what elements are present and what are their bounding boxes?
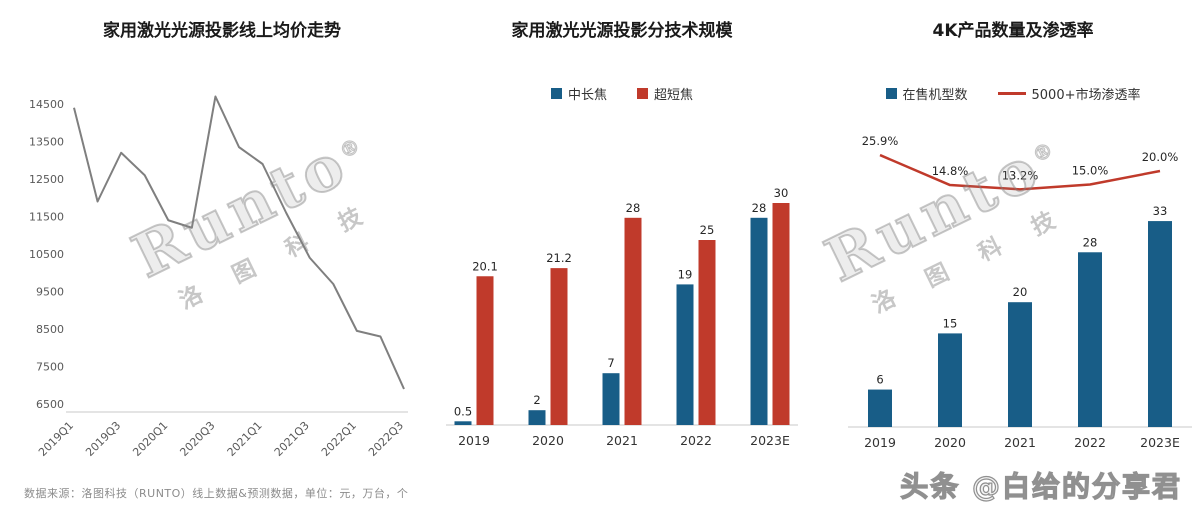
x-category-label: 2022 [680, 433, 712, 448]
bar [676, 284, 694, 425]
bar [454, 421, 472, 425]
y-tick-label: 12500 [29, 173, 64, 186]
legend-swatch-blue [550, 87, 562, 99]
legend-swatch-blue [885, 87, 897, 99]
bar-value-label: 21.2 [546, 251, 572, 265]
price-trend-chart: 家用激光光源投影线上均价走势 14500 13500 12500 11500 10500… [22, 18, 422, 476]
line-value-label: 15.0% [1072, 164, 1109, 178]
line-value-label: 20.0% [1142, 150, 1179, 164]
x-tick-label: 2022Q1 [319, 419, 359, 459]
x-category-label: 2021 [606, 433, 638, 448]
legend-label: 中长焦 [567, 87, 607, 103]
penetration-rate-line [879, 153, 1161, 191]
bar [602, 373, 620, 425]
bar [550, 268, 568, 425]
legend-label: 在售机型数 [902, 87, 968, 103]
4k-products-bar-line-chart-svg: 2019 6 2020 15 2021 20 2022 28 2023E 33 25.9% 14.8%… [848, 134, 1192, 450]
legend-item-mid-long-throw: 中长焦 [550, 84, 607, 103]
x-category-label: 2022 [1074, 435, 1106, 450]
bar [1148, 221, 1172, 427]
legend-item-penetration-rate: 5000+市场渗透率 [997, 84, 1141, 103]
chart-title: 家用激光光源投影分技术规模 [511, 21, 733, 41]
x-tick-label: 2019Q1 [36, 419, 76, 459]
x-tick-label: 2022Q3 [366, 419, 406, 459]
legend-label: 超短焦 [654, 87, 694, 103]
bar-value-label: 30 [774, 186, 789, 200]
bar-value-label: 20 [1013, 285, 1028, 299]
legend-item-ultra-short-throw: 超短焦 [637, 84, 693, 103]
bar [868, 389, 892, 427]
x-tick-label: 2021Q1 [225, 419, 265, 459]
bar-value-label: 0.5 [454, 404, 472, 418]
bar-value-label: 7 [607, 356, 614, 370]
x-category-label: 2019 [458, 433, 490, 448]
y-tick-label: 10500 [29, 248, 64, 261]
bar [772, 203, 790, 425]
chart-title: 4K产品数量及渗透率 [932, 21, 1094, 41]
toutiao-author-watermark: 头条 @白给的分享君 [900, 469, 1182, 503]
legend: 在售机型数 5000+市场渗透率 [828, 84, 1198, 103]
y-tick-label: 6500 [36, 398, 64, 411]
bar-value-label: 6 [876, 373, 883, 387]
line-value-label: 14.8% [932, 164, 969, 178]
y-tick-label: 9500 [36, 286, 64, 299]
chart-title: 家用激光光源投影线上均价走势 [103, 21, 341, 41]
y-tick-label: 13500 [29, 136, 64, 149]
bar-value-label: 2 [533, 393, 540, 407]
x-tick-label: 2019Q3 [83, 419, 123, 459]
y-tick-label: 7500 [36, 361, 64, 374]
bar-value-label: 19 [678, 267, 693, 281]
bar [750, 217, 768, 425]
bar [1008, 302, 1032, 427]
bar [624, 217, 642, 425]
x-category-label: 2023E [1140, 435, 1180, 450]
bar-value-label: 28 [626, 201, 641, 215]
price-trend-line-chart-svg: 14500 13500 12500 11500 10500 9500 8500 7500 650… [29, 95, 408, 459]
legend-label: 5000+市场渗透率 [1031, 87, 1141, 103]
legend-swatch-red [637, 87, 648, 99]
bar-value-label: 28 [1083, 235, 1098, 249]
technology-scale-chart: 家用激光光源投影分技术规模 中长焦 超短焦 2019 0.5 20.1 2020 2 21… [432, 18, 812, 457]
bar [1078, 252, 1102, 427]
legend-swatch-red-line [997, 91, 1026, 95]
x-category-label: 2019 [864, 435, 896, 450]
technology-scale-bar-chart-svg: 2019 0.5 20.1 2020 2 21.2 2021 7 28 2022 19 25 2023E… [446, 186, 798, 448]
bar-value-label: 20.1 [472, 259, 498, 273]
bar-value-label: 25 [700, 223, 715, 237]
bar-value-label: 33 [1153, 204, 1168, 218]
x-category-label: 2023E [750, 433, 790, 448]
x-tick-label: 2020Q1 [130, 419, 170, 459]
bar [528, 410, 546, 425]
4k-products-chart: 4K产品数量及渗透率 在售机型数 5000+市场渗透率 2019 6 2020 15 2… [828, 18, 1198, 457]
x-category-label: 2021 [1004, 435, 1036, 450]
x-tick-label: 2021Q3 [272, 419, 312, 459]
x-category-label: 2020 [934, 435, 966, 450]
data-source-note: 数据来源：洛图科技（RUNTO）线上数据&预测数据，单位：元，万台，个 [24, 487, 409, 500]
x-category-label: 2020 [532, 433, 564, 448]
price-trend-line [73, 95, 405, 390]
y-tick-label: 8500 [36, 323, 64, 336]
bar [698, 240, 716, 425]
legend-item-models-on-sale: 在售机型数 [885, 84, 968, 103]
legend: 中长焦 超短焦 [432, 84, 812, 103]
line-value-label: 13.2% [1002, 168, 1039, 182]
bar-value-label: 28 [752, 201, 767, 215]
bar [476, 276, 494, 425]
y-tick-label: 14500 [29, 98, 64, 111]
x-tick-label: 2020Q3 [177, 419, 217, 459]
bar-value-label: 15 [943, 316, 958, 330]
bar [938, 333, 962, 427]
y-tick-label: 11500 [29, 211, 64, 224]
line-value-label: 25.9% [862, 134, 899, 148]
